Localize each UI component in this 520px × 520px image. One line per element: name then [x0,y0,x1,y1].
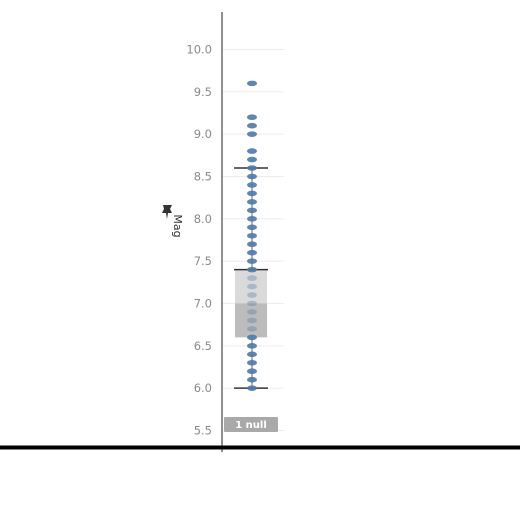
data-point[interactable] [247,80,257,87]
data-point[interactable] [247,131,257,137]
data-point[interactable] [247,224,257,231]
data-point[interactable] [247,207,257,214]
data-point[interactable] [247,334,257,341]
y-tick-label: 8.0 [194,212,212,226]
y-tick-label: 7.0 [194,297,212,311]
y-tick-label: 6.5 [194,339,212,353]
y-tick-labels: 10.0 9.5 9.0 8.5 8.0 7.5 7.0 6.5 6.0 5.5 [186,43,212,438]
null-badge[interactable]: 1 null [224,417,278,432]
data-point[interactable] [247,182,257,188]
data-point[interactable] [247,275,257,281]
box-upper-half [235,269,267,304]
data-point[interactable] [247,258,257,264]
data-point[interactable] [247,376,257,383]
data-point[interactable] [247,241,257,248]
data-point[interactable] [247,385,257,391]
y-tick-label: 6.0 [194,381,212,395]
data-point[interactable] [247,283,257,290]
data-point[interactable] [247,266,257,273]
data-point[interactable] [247,317,257,324]
data-point[interactable] [247,249,257,256]
data-point[interactable] [247,351,257,358]
y-tick-label: 9.5 [194,85,212,99]
null-badge-label: 1 null [235,420,267,431]
data-point[interactable] [247,216,257,222]
data-point[interactable] [247,122,257,129]
y-tick-label: 7.5 [194,254,212,268]
data-point[interactable] [247,148,257,154]
data-point[interactable] [247,292,257,298]
data-point[interactable] [247,173,257,180]
data-point[interactable] [247,190,257,197]
y-tick-label: 8.5 [194,170,212,184]
data-points [247,80,257,391]
data-point[interactable] [247,199,257,205]
data-point[interactable] [247,368,257,375]
pin-icon[interactable] [162,205,172,219]
y-tick-label: 9.0 [194,127,212,141]
data-point[interactable] [247,309,257,315]
y-axis-title: Mag [171,214,184,237]
data-point[interactable] [247,156,257,163]
data-point[interactable] [247,359,257,366]
y-tick-label: 10.0 [186,43,212,57]
data-point[interactable] [247,165,257,171]
y-axis-title-group[interactable]: Mag [162,205,184,238]
data-point[interactable] [247,326,257,332]
null-badge-background [224,417,278,432]
box-lower-half [235,303,267,338]
data-point[interactable] [247,232,257,239]
data-point[interactable] [247,300,257,307]
data-point[interactable] [247,114,257,121]
y-tick-label: 5.5 [194,424,212,438]
data-point[interactable] [247,343,257,349]
